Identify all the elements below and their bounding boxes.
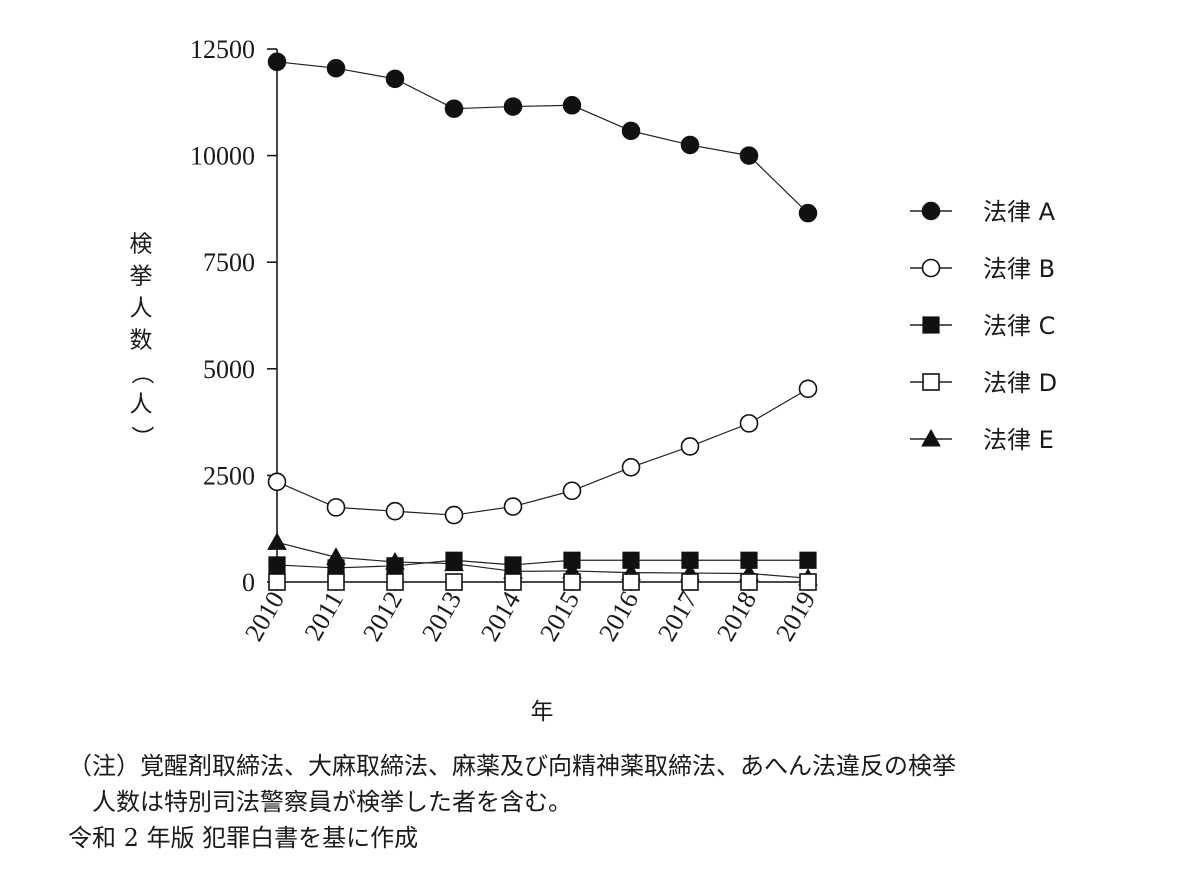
series-c-point (563, 551, 581, 569)
series-c-point (445, 551, 463, 569)
x-tick-label: 2018 (711, 587, 762, 647)
legend-item-a-marker (921, 201, 941, 221)
x-axis-label: 年 (531, 699, 554, 725)
series-d-point (740, 573, 758, 591)
series-a-point (621, 121, 641, 141)
series-c-point (681, 551, 699, 569)
series-a-point (798, 203, 818, 223)
y-axis-label-char: 数 (130, 328, 153, 354)
series-d-point (563, 573, 581, 591)
series-b-point (680, 437, 700, 456)
series-c-point (386, 557, 404, 575)
x-tick-label: 2019 (770, 587, 821, 647)
x-tick-label: 2013 (416, 587, 467, 647)
legend-item-c: 法律 C (910, 312, 1055, 340)
y-tick-label: 2500 (203, 461, 255, 490)
y-axis-label-char: （ (129, 362, 155, 385)
series-a-point (562, 96, 582, 115)
y-axis-label-char: 人 (130, 296, 153, 322)
legend-item-e: 法律 E (910, 426, 1054, 454)
series-d-point (268, 573, 286, 591)
series-b-point (444, 505, 464, 525)
y-tick-label: 10000 (190, 142, 255, 171)
x-tick-label: 2012 (357, 587, 408, 647)
y-axis-label-char: ） (129, 426, 155, 449)
legend-item-c-marker (922, 316, 940, 334)
series-c-point (622, 551, 640, 569)
x-tick-label: 2015 (534, 587, 585, 647)
series-d-point (504, 573, 522, 591)
legend-item-c-label: 法律 C (983, 312, 1055, 340)
series-c-point (740, 551, 758, 569)
y-tick-label: 12500 (190, 35, 255, 64)
series-b-point (503, 497, 523, 516)
legend-item-e-label: 法律 E (983, 426, 1054, 454)
legend-item-d-label: 法律 D (983, 369, 1057, 397)
y-axis-label-char: 挙 (130, 264, 153, 290)
series-lines (276, 61, 809, 583)
series-c-point (504, 556, 522, 574)
series-d-point (386, 573, 404, 591)
series-b-line (276, 388, 809, 516)
series-b-point (739, 414, 759, 433)
series-b-point (798, 379, 818, 399)
series-d-point (445, 573, 463, 591)
series-c-line (276, 559, 808, 569)
series-c-point (268, 556, 286, 574)
y-tick-label: 7500 (203, 248, 255, 277)
legend-item-b: 法律 B (910, 255, 1055, 283)
legend-item-d-marker (922, 373, 940, 391)
series-a-point (267, 52, 287, 72)
series-d-point (681, 573, 699, 591)
legend-item-b-marker (921, 258, 941, 278)
x-tick-label: 2011 (299, 587, 350, 646)
series-a-point (444, 99, 464, 118)
series-a-line (276, 61, 809, 214)
source-line: 令和 2 年版 犯罪白書を基に作成 (68, 824, 419, 852)
y-axis-label-char: 人 (130, 392, 153, 418)
series-a-point (326, 58, 346, 78)
series-b-point (562, 481, 582, 501)
y-tick-label: 0 (242, 568, 255, 597)
legend-item-e-marker (921, 428, 941, 447)
y-axis-label-char: 検 (130, 232, 153, 258)
series-d-point (327, 573, 345, 591)
legend-item-d: 法律 D (910, 369, 1057, 397)
series-a-point (680, 135, 700, 155)
note-line-2: 人数は特別司法警察員が検挙した者を含む。 (92, 788, 572, 816)
series-b-point (385, 501, 405, 521)
legend-item-a: 法律 A (910, 198, 1056, 226)
series-b-point (326, 498, 346, 517)
series-a-point (739, 146, 759, 165)
series-a-point (385, 69, 405, 89)
series-c-point (799, 551, 817, 569)
series-d-point (799, 573, 817, 591)
series-e-point (267, 532, 287, 550)
legend-item-b-label: 法律 B (983, 255, 1055, 283)
legend-item-a-label: 法律 A (983, 198, 1056, 226)
series-e-line (276, 541, 809, 579)
x-tick-label: 2014 (475, 587, 526, 647)
series-d-point (622, 573, 640, 591)
series-a-point (503, 97, 523, 116)
x-tick-label: 2017 (652, 587, 703, 647)
legend: 法律 A 法律 B 法律 C 法律 D 法律 E (910, 198, 1057, 454)
note-line-1: （注）覚醒剤取締法、大麻取締法、麻薬及び向精神薬取締法、あへん法違反の検挙 (68, 752, 956, 780)
x-tick-label: 2016 (593, 587, 644, 647)
y-tick-label: 5000 (203, 355, 255, 384)
series-b-point (621, 457, 641, 477)
series-b-point (267, 472, 287, 492)
series-markers (267, 52, 818, 591)
notes-block: （注）覚醒剤取締法、大麻取締法、麻薬及び向精神薬取締法、あへん法違反の検挙 人数… (68, 748, 1178, 856)
